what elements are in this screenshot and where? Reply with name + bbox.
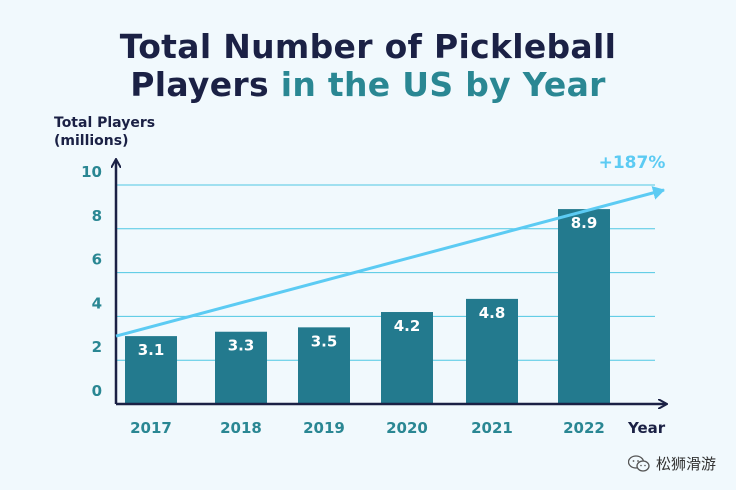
chart-title-line-1: Total Number of Pickleball bbox=[119, 27, 617, 66]
x-tick-label: 2022 bbox=[563, 419, 605, 437]
growth-percentage-label: +187% bbox=[599, 153, 666, 173]
bar-value-label: 3.5 bbox=[311, 332, 338, 350]
x-axis-label: Year bbox=[627, 419, 666, 437]
y-axis-label-line-1: Total Players bbox=[54, 115, 156, 131]
watermark: 松狮滑游 bbox=[627, 453, 716, 474]
chart-title-line-2: Players in the US by Year bbox=[0, 66, 736, 104]
bar-value-label: 3.1 bbox=[138, 341, 165, 359]
growth-trend-arrow bbox=[115, 186, 665, 338]
bar-value-label: 3.3 bbox=[228, 337, 255, 355]
y-axis-label-line-2: (millions) bbox=[54, 133, 129, 149]
chart-title-in-the-us: in the US by Year bbox=[280, 65, 606, 104]
bar bbox=[215, 331, 267, 404]
wechat-icon bbox=[627, 454, 650, 472]
bar bbox=[381, 312, 433, 404]
bar-value-label: 8.9 bbox=[571, 214, 598, 232]
bar-value-label: 4.2 bbox=[394, 317, 421, 335]
y-tick-label: 4 bbox=[92, 294, 102, 312]
y-tick-label: 8 bbox=[92, 207, 102, 225]
bar bbox=[298, 327, 350, 404]
bar bbox=[466, 298, 518, 404]
x-tick-label: 2020 bbox=[386, 419, 428, 437]
x-tick-label: 2018 bbox=[220, 419, 262, 437]
y-tick-label: 6 bbox=[92, 251, 102, 269]
y-tick-label: 10 bbox=[81, 163, 102, 181]
y-tick-label: 2 bbox=[92, 338, 102, 356]
chart-title-players: Players bbox=[130, 65, 269, 104]
x-tick-label: 2017 bbox=[130, 419, 172, 437]
bar bbox=[125, 336, 177, 404]
x-tick-label: 2021 bbox=[471, 419, 513, 437]
watermark-text: 松狮滑游 bbox=[655, 455, 716, 473]
y-axis-label: Total Players (millions) bbox=[54, 114, 155, 150]
x-tick-label: 2019 bbox=[303, 419, 345, 437]
bar-value-label: 4.8 bbox=[479, 304, 506, 322]
y-tick-label: 0 bbox=[92, 382, 102, 400]
bar bbox=[558, 209, 610, 404]
